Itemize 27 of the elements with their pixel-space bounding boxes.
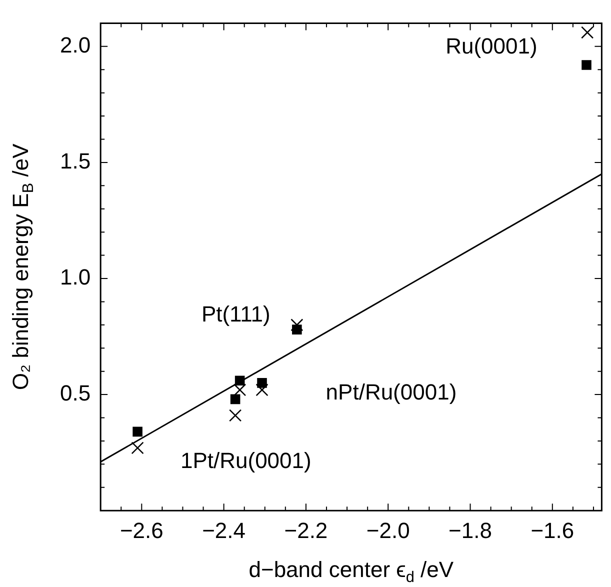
point: [234, 384, 246, 396]
x-tick-label: −2.0: [366, 518, 410, 543]
point: [292, 324, 302, 334]
x-tick-label: −1.8: [448, 518, 492, 543]
point: [256, 384, 268, 396]
point: [132, 426, 142, 437]
point: [234, 376, 245, 386]
y-tick-label: 2.0: [60, 32, 91, 58]
point: [582, 60, 592, 70]
annotation: 1Pt/Ru(0001): [180, 448, 312, 473]
point: [581, 26, 594, 39]
point: [290, 318, 304, 332]
annotation: Pt(111): [201, 302, 270, 327]
point: [257, 378, 267, 388]
x-tick-label: −2.4: [202, 518, 246, 543]
annotation: nPt/Ru(0001): [326, 380, 457, 405]
annotation: Ru(0001): [446, 34, 538, 59]
y-tick-label: 1.0: [60, 264, 91, 290]
point: [131, 442, 144, 454]
y-axis-title: O₂ binding energy EB /eV: [8, 143, 37, 390]
point: [229, 409, 242, 422]
y-tick-label: 1.5: [60, 148, 91, 174]
x-tick-label: −1.6: [530, 518, 574, 543]
y-tick-label: 0.5: [60, 380, 91, 406]
point: [230, 394, 240, 404]
x-tick-label: −2.6: [120, 518, 164, 543]
x-tick-label: −2.2: [284, 518, 328, 543]
